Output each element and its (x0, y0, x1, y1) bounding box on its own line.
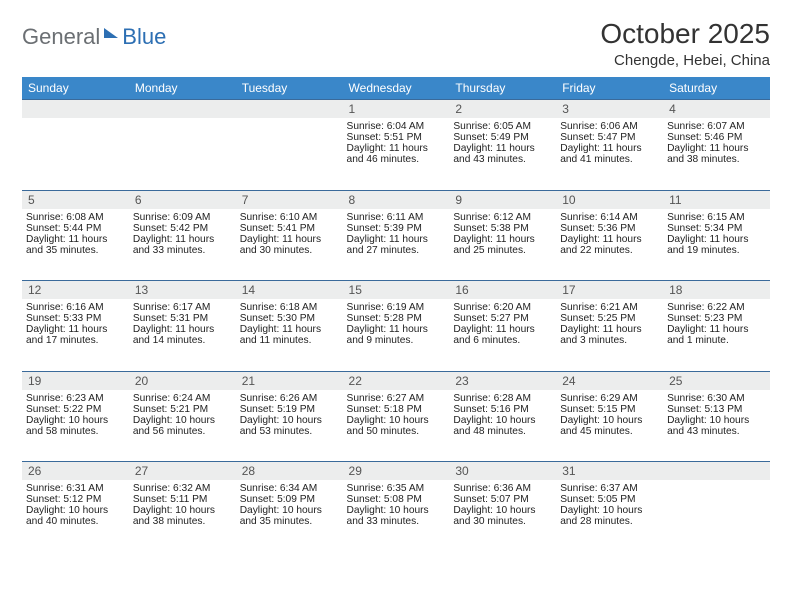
day-number (236, 100, 343, 119)
day-cell: Sunrise: 6:23 AM Sunset: 5:22 PM Dayligh… (22, 390, 129, 462)
day-number: 17 (556, 281, 663, 300)
dow-tuesday: Tuesday (236, 77, 343, 100)
day-cell (236, 118, 343, 190)
day-number: 21 (236, 371, 343, 390)
day-cell: Sunrise: 6:35 AM Sunset: 5:08 PM Dayligh… (343, 480, 450, 552)
day-cell: Sunrise: 6:20 AM Sunset: 5:27 PM Dayligh… (449, 299, 556, 371)
day-cell (129, 118, 236, 190)
dow-thursday: Thursday (449, 77, 556, 100)
day-cell (22, 118, 129, 190)
page-title: October 2025 (600, 18, 770, 50)
day-number: 3 (556, 100, 663, 119)
day-number: 9 (449, 190, 556, 209)
day-cell: Sunrise: 6:30 AM Sunset: 5:13 PM Dayligh… (663, 390, 770, 462)
day-cell: Sunrise: 6:10 AM Sunset: 5:41 PM Dayligh… (236, 209, 343, 281)
day-cell: Sunrise: 6:22 AM Sunset: 5:23 PM Dayligh… (663, 299, 770, 371)
day-number: 24 (556, 371, 663, 390)
day-number: 27 (129, 462, 236, 481)
day-number: 25 (663, 371, 770, 390)
day-number: 13 (129, 281, 236, 300)
day-number: 20 (129, 371, 236, 390)
week-content-row: Sunrise: 6:16 AM Sunset: 5:33 PM Dayligh… (22, 299, 770, 371)
day-number: 5 (22, 190, 129, 209)
day-cell: Sunrise: 6:28 AM Sunset: 5:16 PM Dayligh… (449, 390, 556, 462)
day-number: 22 (343, 371, 450, 390)
day-cell: Sunrise: 6:04 AM Sunset: 5:51 PM Dayligh… (343, 118, 450, 190)
day-cell: Sunrise: 6:11 AM Sunset: 5:39 PM Dayligh… (343, 209, 450, 281)
calendar-table: Sunday Monday Tuesday Wednesday Thursday… (22, 77, 770, 552)
header-bar: General Blue October 2025 Chengde, Hebei… (22, 18, 770, 69)
day-number (22, 100, 129, 119)
day-cell: Sunrise: 6:21 AM Sunset: 5:25 PM Dayligh… (556, 299, 663, 371)
day-number: 10 (556, 190, 663, 209)
daynum-row: 1 2 3 4 (22, 100, 770, 119)
location-label: Chengde, Hebei, China (600, 52, 770, 69)
day-cell: Sunrise: 6:37 AM Sunset: 5:05 PM Dayligh… (556, 480, 663, 552)
day-number: 23 (449, 371, 556, 390)
dow-monday: Monday (129, 77, 236, 100)
day-number: 1 (343, 100, 450, 119)
day-cell: Sunrise: 6:19 AM Sunset: 5:28 PM Dayligh… (343, 299, 450, 371)
day-number: 7 (236, 190, 343, 209)
day-cell: Sunrise: 6:36 AM Sunset: 5:07 PM Dayligh… (449, 480, 556, 552)
day-cell: Sunrise: 6:27 AM Sunset: 5:18 PM Dayligh… (343, 390, 450, 462)
day-number: 18 (663, 281, 770, 300)
day-cell: Sunrise: 6:08 AM Sunset: 5:44 PM Dayligh… (22, 209, 129, 281)
daynum-row: 12 13 14 15 16 17 18 (22, 281, 770, 300)
day-cell: Sunrise: 6:16 AM Sunset: 5:33 PM Dayligh… (22, 299, 129, 371)
day-number: 14 (236, 281, 343, 300)
dow-wednesday: Wednesday (343, 77, 450, 100)
day-number (129, 100, 236, 119)
day-cell: Sunrise: 6:29 AM Sunset: 5:15 PM Dayligh… (556, 390, 663, 462)
daynum-row: 5 6 7 8 9 10 11 (22, 190, 770, 209)
title-block: October 2025 Chengde, Hebei, China (600, 18, 770, 69)
day-number: 16 (449, 281, 556, 300)
dow-saturday: Saturday (663, 77, 770, 100)
day-cell: Sunrise: 6:06 AM Sunset: 5:47 PM Dayligh… (556, 118, 663, 190)
day-cell: Sunrise: 6:26 AM Sunset: 5:19 PM Dayligh… (236, 390, 343, 462)
day-cell: Sunrise: 6:31 AM Sunset: 5:12 PM Dayligh… (22, 480, 129, 552)
day-number: 15 (343, 281, 450, 300)
day-number: 12 (22, 281, 129, 300)
day-number: 8 (343, 190, 450, 209)
day-number: 29 (343, 462, 450, 481)
day-number: 31 (556, 462, 663, 481)
day-cell (663, 480, 770, 552)
day-number: 6 (129, 190, 236, 209)
daynum-row: 26 27 28 29 30 31 (22, 462, 770, 481)
day-cell: Sunrise: 6:05 AM Sunset: 5:49 PM Dayligh… (449, 118, 556, 190)
day-number: 2 (449, 100, 556, 119)
day-cell: Sunrise: 6:18 AM Sunset: 5:30 PM Dayligh… (236, 299, 343, 371)
day-cell: Sunrise: 6:15 AM Sunset: 5:34 PM Dayligh… (663, 209, 770, 281)
dow-friday: Friday (556, 77, 663, 100)
day-cell: Sunrise: 6:17 AM Sunset: 5:31 PM Dayligh… (129, 299, 236, 371)
day-of-week-row: Sunday Monday Tuesday Wednesday Thursday… (22, 77, 770, 100)
day-cell: Sunrise: 6:34 AM Sunset: 5:09 PM Dayligh… (236, 480, 343, 552)
day-number: 19 (22, 371, 129, 390)
day-number: 11 (663, 190, 770, 209)
week-content-row: Sunrise: 6:23 AM Sunset: 5:22 PM Dayligh… (22, 390, 770, 462)
day-cell: Sunrise: 6:32 AM Sunset: 5:11 PM Dayligh… (129, 480, 236, 552)
day-cell: Sunrise: 6:12 AM Sunset: 5:38 PM Dayligh… (449, 209, 556, 281)
day-number: 4 (663, 100, 770, 119)
day-number: 28 (236, 462, 343, 481)
day-cell: Sunrise: 6:14 AM Sunset: 5:36 PM Dayligh… (556, 209, 663, 281)
dow-sunday: Sunday (22, 77, 129, 100)
logo: General Blue (22, 18, 166, 50)
week-content-row: Sunrise: 6:31 AM Sunset: 5:12 PM Dayligh… (22, 480, 770, 552)
day-number: 26 (22, 462, 129, 481)
logo-text-general: General (22, 24, 100, 50)
logo-text-blue: Blue (108, 24, 166, 50)
day-cell: Sunrise: 6:24 AM Sunset: 5:21 PM Dayligh… (129, 390, 236, 462)
week-content-row: Sunrise: 6:08 AM Sunset: 5:44 PM Dayligh… (22, 209, 770, 281)
week-content-row: Sunrise: 6:04 AM Sunset: 5:51 PM Dayligh… (22, 118, 770, 190)
day-number (663, 462, 770, 481)
daynum-row: 19 20 21 22 23 24 25 (22, 371, 770, 390)
day-cell: Sunrise: 6:07 AM Sunset: 5:46 PM Dayligh… (663, 118, 770, 190)
day-cell: Sunrise: 6:09 AM Sunset: 5:42 PM Dayligh… (129, 209, 236, 281)
day-number: 30 (449, 462, 556, 481)
